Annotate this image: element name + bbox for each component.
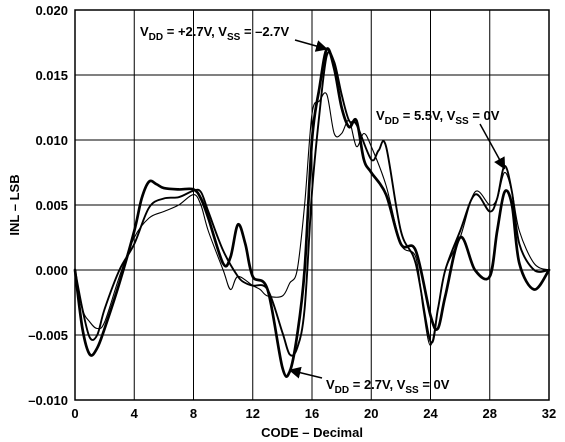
annotation-text: = –2.7V [240, 24, 289, 39]
y-tick-label: 0.000 [35, 263, 68, 278]
annotation-text: V [326, 377, 335, 392]
x-tick-label: 24 [423, 406, 438, 421]
y-tick-label: –0.010 [28, 393, 68, 408]
series-group [73, 47, 551, 378]
annotation-text: V [140, 24, 149, 39]
annotation-bottom: VDD = 2.7V, VSS = 0V [288, 366, 450, 396]
y-tick-label: –0.005 [28, 328, 68, 343]
plot-frame [74, 9, 550, 401]
series-line-vdd27_vss0 [73, 47, 551, 378]
annotation-text: = 2.7V, V [349, 377, 406, 392]
x-tick-label: 32 [542, 406, 556, 421]
annotation-label: VDD = 5.5V, VSS = 0V [376, 108, 500, 127]
annotation-arrow [294, 39, 328, 52]
x-tick-label: 0 [71, 406, 78, 421]
x-tick-label: 4 [131, 406, 139, 421]
y-tick-label: 0.015 [35, 68, 68, 83]
annotation-text: = +2.7V, V [163, 24, 227, 39]
x-tick-labels: 0 4 8 12 16 20 24 28 32 [71, 406, 556, 421]
annotation-subscript: DD [149, 32, 163, 43]
annotation-text: = 0V [469, 108, 500, 123]
x-tick-label: 28 [483, 406, 497, 421]
annotation-top: VDD = +2.7V, VSS = –2.7V [140, 24, 328, 52]
x-axis-title: CODE – Decimal [261, 425, 363, 440]
series-line-vdd27_vss_neg27 [74, 50, 550, 357]
x-tick-label: 12 [246, 406, 260, 421]
y-tick-labels: –0.010 –0.005 0.000 0.005 0.010 0.015 0.020 [28, 3, 68, 408]
annotation-label: VDD = +2.7V, VSS = –2.7V [140, 24, 289, 43]
annotation-text: V [376, 108, 385, 123]
annotation-subscript: SS [227, 32, 241, 43]
annotation-arrow [288, 366, 323, 379]
annotation-label: VDD = 2.7V, VSS = 0V [326, 377, 450, 396]
x-tick-label: 20 [364, 406, 378, 421]
y-tick-label: 0.010 [35, 133, 68, 148]
annotation-text: = 5.5V, V [399, 108, 456, 123]
annotation-subscript: SS [455, 116, 469, 127]
y-axis-title: INL – LSB [7, 174, 22, 235]
y-tick-label: 0.020 [35, 3, 68, 18]
annotation-right: VDD = 5.5V, VSS = 0V [376, 108, 506, 170]
x-tick-label: 8 [190, 406, 197, 421]
y-tick-label: 0.005 [35, 198, 68, 213]
annotation-subscript: SS [405, 385, 419, 396]
annotation-text: = 0V [419, 377, 450, 392]
annotation-subscript: DD [335, 385, 349, 396]
annotation-arrow [479, 123, 506, 170]
annotation-subscript: DD [385, 116, 399, 127]
x-tick-label: 16 [305, 406, 319, 421]
